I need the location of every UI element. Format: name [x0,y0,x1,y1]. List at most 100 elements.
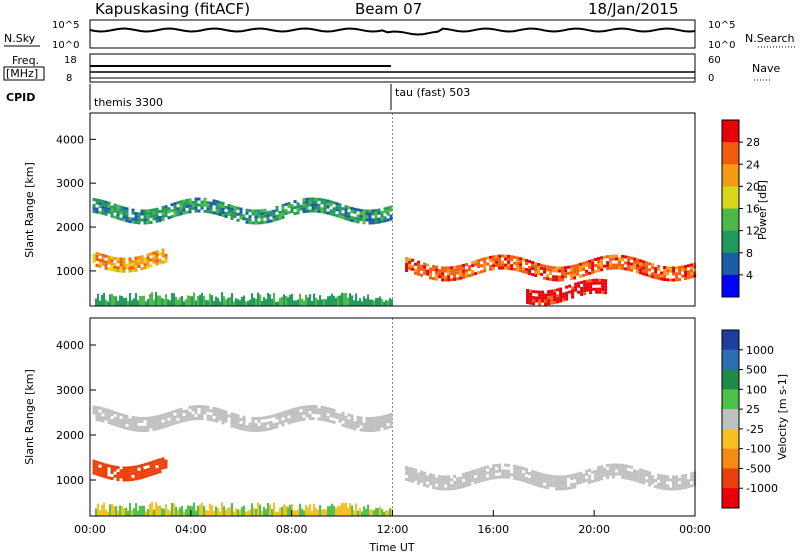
velocity-cell [107,421,111,425]
velocity-cell [519,472,523,476]
power-cell [562,298,566,302]
velocity-cell [380,421,384,425]
power-speckle [385,300,388,306]
power-cell [125,207,129,211]
power-cell [516,259,520,263]
velocity-cell [122,422,126,426]
power-speckle [163,299,166,306]
power-cell [146,259,150,263]
power-cell [544,296,548,300]
power-cell [648,274,652,278]
velocity-cell [546,483,550,487]
velocity-cell [128,418,132,422]
velocity-speckle [377,508,380,516]
power-cell [526,301,530,305]
velocity-cell [185,418,189,422]
velocity-cell [429,479,433,483]
velocity-speckle [135,503,138,516]
power-cell [146,256,150,260]
velocity-cell [131,471,135,475]
velocity-speckle [97,503,100,516]
power-speckle [235,298,238,306]
velocity-cell [368,425,372,429]
velocity-cell [684,482,688,486]
velocity-cell [414,477,418,481]
velocity-cell [209,409,213,413]
velocity-cell [143,469,147,473]
velocity-cell [296,418,300,422]
velocity-cell [212,409,216,413]
velocity-cell [588,474,592,478]
power-speckle [389,298,392,306]
velocity-cell [95,415,99,419]
velocity-speckle [369,509,372,516]
power-cell [591,267,595,271]
power-speckle [321,299,324,306]
velocity-cell [408,475,412,479]
velocity-cell [119,422,123,426]
power-cell [468,265,472,269]
velocity-speckle [213,510,216,516]
velocity-cell [438,475,442,479]
power-cell [338,206,342,210]
power-cell [248,218,252,222]
velocity-speckle [291,503,294,516]
power-cell [143,209,147,213]
power-cell [498,254,502,258]
power-cell [604,288,608,292]
power-speckle [165,294,168,306]
power-cell [116,210,120,214]
xtick-label-1: 04:00 [175,523,207,536]
velocity-cell [239,418,243,422]
power-cell [444,278,448,282]
velocity-speckle [289,504,292,516]
velocity-cell [113,417,117,421]
power-cell [167,210,171,214]
velocity-cell [600,474,604,478]
velocity-speckle [103,502,106,516]
velocity-cell [161,422,165,426]
power-cell [541,299,545,303]
power-cell [550,298,554,302]
power-speckle [249,299,252,306]
power-cell [483,269,487,273]
velocity-cell [110,471,114,475]
power-cell [541,296,545,300]
power-colorbar-label-0: 28 [746,136,760,149]
velocity-cell [609,463,613,467]
velocity-cell [606,464,610,468]
power-cell [567,265,571,269]
power-cell [612,254,616,258]
velocity-speckle [259,504,262,516]
power-cell [125,266,129,270]
power-cell [654,267,658,271]
velocity-cell [570,477,574,481]
velocity-cell [537,480,541,484]
velocity-cell [278,415,282,419]
power-cell [155,207,159,211]
power-cell [305,206,309,210]
velocity-speckle [101,504,104,516]
velocity-cell [299,406,303,410]
power-cell [134,268,138,272]
velocity-cell [233,425,237,429]
velocity-cell [146,425,150,429]
power-cell [314,203,318,207]
power-cell [405,260,409,264]
velocity-speckle [105,509,108,516]
velocity-cell [335,412,339,416]
velocity-cell [543,485,547,489]
velocity-cell [116,415,120,419]
power-cell [179,203,183,207]
velocity-cell [155,418,159,422]
velocity-cell [164,412,168,416]
velocity-cell [173,415,177,419]
power-cell [498,260,502,264]
velocity-cell [498,466,502,470]
power-cell [323,201,327,205]
velocity-cell [516,468,520,472]
velocity-cell [158,420,162,424]
velocity-cell [293,413,297,417]
date-title: 18/Jan/2015 [588,0,679,18]
power-speckle [283,294,286,306]
